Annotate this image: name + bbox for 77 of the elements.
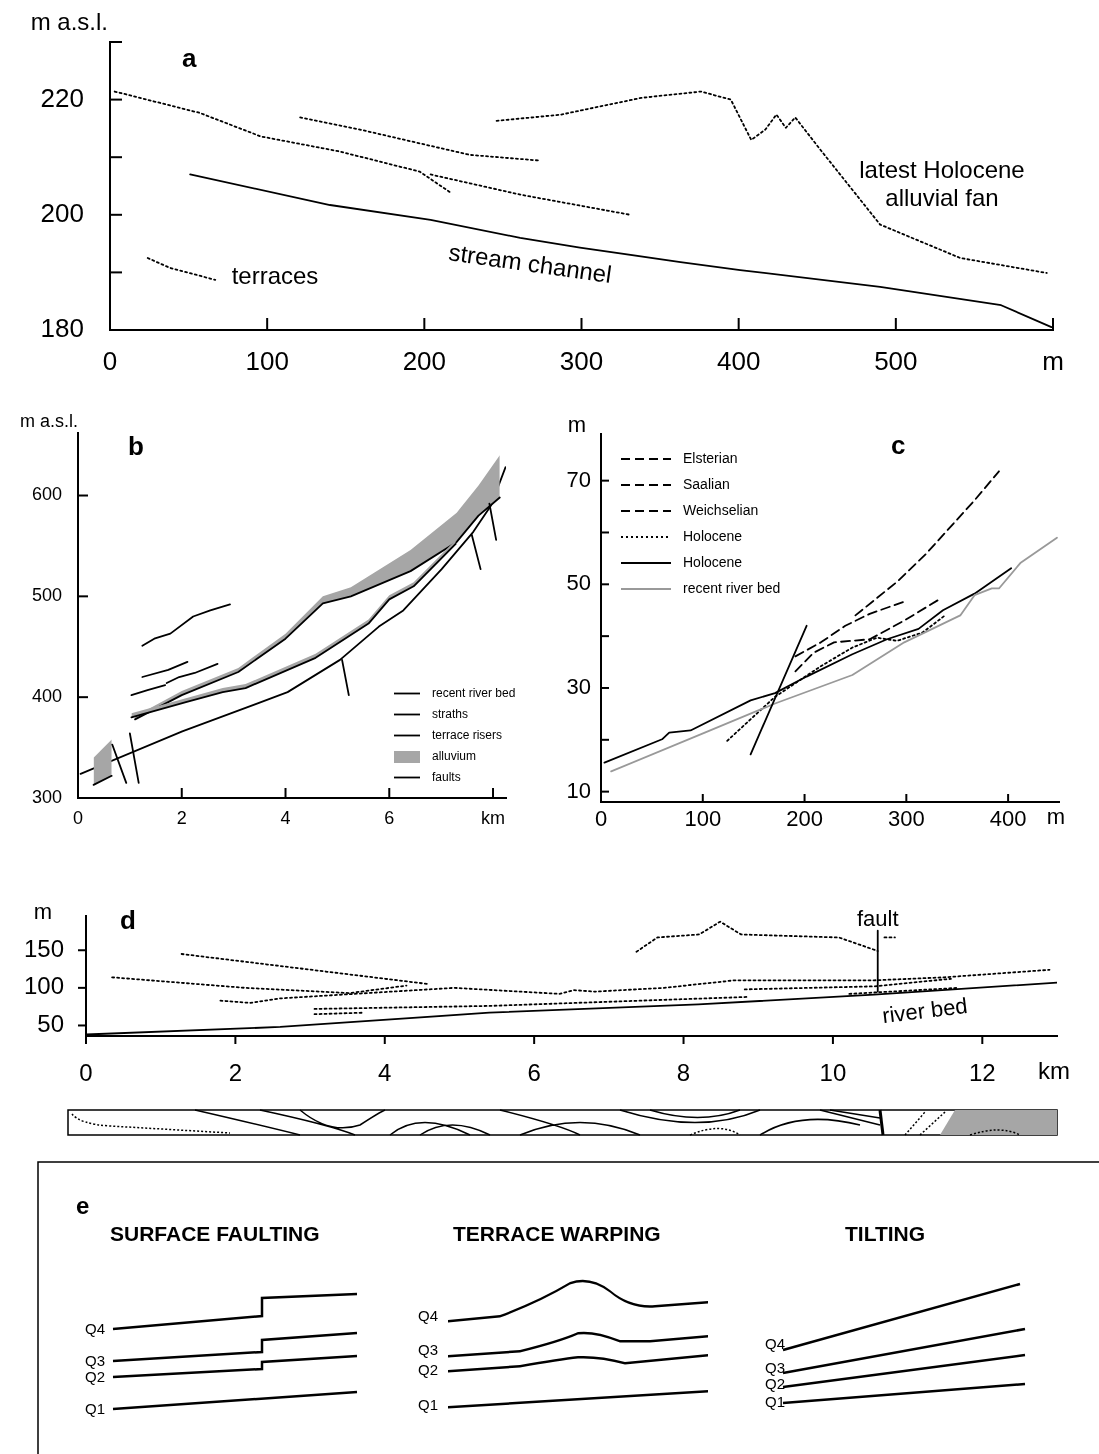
y-axis-title: m — [567, 412, 586, 437]
y-tick-label: 10 — [566, 777, 591, 803]
chart-title: a — [182, 43, 197, 74]
annotation: terraces — [231, 261, 319, 289]
x-tick-label: 6 — [384, 807, 395, 828]
x-tick-label: 8 — [676, 1059, 691, 1087]
x-tick-label: 0 — [79, 1059, 93, 1087]
y-axis-title: m — [33, 899, 52, 925]
y-tick-label: 300 — [31, 786, 62, 807]
legend-label: recent river bed — [432, 685, 516, 700]
text: Q2 — [765, 1375, 786, 1392]
chart-title: c — [891, 430, 906, 461]
annotation: alluvium — [432, 748, 477, 763]
text: Q1 — [765, 1393, 786, 1410]
x-tick-label: 0 — [594, 806, 608, 832]
text: SURFACE FAULTING — [110, 1222, 320, 1246]
y-tick-label: 30 — [566, 674, 591, 700]
text: e — [76, 1192, 90, 1220]
y-tick-label: 100 — [23, 972, 64, 1000]
x-tick-label: 4 — [378, 1059, 392, 1087]
y-axis-title: m a.s.l. — [19, 411, 78, 431]
y-tick-label: 400 — [31, 686, 62, 707]
annotation: fault — [856, 905, 899, 931]
x-tick-label: 400 — [989, 806, 1027, 832]
y-tick-label: 50 — [566, 570, 591, 596]
legend-label: faults — [432, 769, 461, 784]
x-tick-label: km — [481, 807, 506, 828]
x-tick-label: 100 — [684, 806, 722, 832]
x-tick-label: 200 — [402, 345, 447, 376]
x-tick-label: 300 — [887, 806, 925, 832]
y-tick-label: 50 — [37, 1010, 64, 1038]
legend-label: Weichselian — [683, 501, 759, 518]
x-tick-label: 0 — [102, 345, 118, 376]
text: Q4 — [765, 1335, 786, 1352]
x-tick-label: 6 — [527, 1059, 541, 1087]
x-tick-label: 2 — [228, 1059, 243, 1087]
y-tick-label: 70 — [566, 466, 591, 492]
text: Q3 — [85, 1352, 106, 1369]
y-tick-label: 200 — [40, 197, 84, 228]
chart-title: d — [120, 904, 136, 935]
x-tick-label: 10 — [819, 1059, 847, 1087]
chart-title: b — [128, 431, 144, 462]
y-tick-label: 180 — [40, 313, 84, 344]
text: Q1 — [85, 1400, 106, 1417]
text: TILTING — [845, 1222, 926, 1246]
legend-label: Elsterian — [683, 449, 738, 466]
text: Q4 — [418, 1307, 439, 1324]
text: Q3 — [418, 1341, 439, 1358]
text: Q3 — [765, 1359, 786, 1376]
text: Q1 — [418, 1396, 439, 1413]
x-tick-label: 12 — [968, 1059, 996, 1087]
y-tick-label: 220 — [40, 82, 84, 113]
annotation: river bed — [880, 993, 969, 1029]
x-tick-label: 0 — [72, 807, 84, 828]
legend-label: terrace risers — [432, 727, 503, 742]
legend-label: straths — [432, 706, 469, 721]
y-tick-label: 150 — [23, 934, 64, 962]
annotation: stream channel — [447, 238, 614, 288]
x-tick-label: 400 — [716, 345, 761, 376]
x-tick-label: 500 — [874, 345, 918, 376]
y-tick-label: 500 — [31, 585, 62, 606]
legend-label: recent river bed — [683, 579, 781, 596]
legend-label: Holocene — [683, 553, 743, 570]
y-tick-label: 600 — [31, 484, 62, 505]
x-tick-label: 2 — [176, 807, 187, 828]
x-tick-label: 4 — [280, 807, 291, 828]
legend-label: Holocene — [683, 527, 743, 544]
y-axis-title: m a.s.l. — [30, 8, 108, 35]
text: Q4 — [85, 1320, 106, 1337]
text: TERRACE WARPING — [453, 1222, 661, 1246]
x-tick-label: 200 — [786, 806, 823, 832]
x-tick-label: m — [1042, 345, 1064, 376]
x-tick-label: 100 — [245, 345, 289, 376]
legend-label: Saalian — [683, 475, 730, 492]
text: Q2 — [418, 1361, 439, 1378]
text: Q2 — [85, 1368, 106, 1385]
annotation: latest Holocene alluvial fan — [859, 155, 1025, 211]
